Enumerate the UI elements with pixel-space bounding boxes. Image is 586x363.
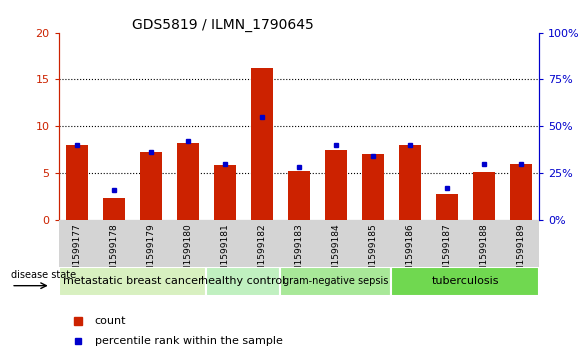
Bar [472, 172, 495, 220]
Text: percentile rank within the sample: percentile rank within the sample [95, 336, 282, 346]
Text: GSM1599186: GSM1599186 [406, 223, 414, 284]
Text: healthy control: healthy control [201, 276, 285, 286]
Text: GSM1599184: GSM1599184 [331, 223, 340, 284]
Text: GSM1599185: GSM1599185 [368, 223, 377, 284]
Text: metastatic breast cancer: metastatic breast cancer [63, 276, 202, 286]
Bar [280, 267, 391, 296]
Text: gram-negative sepsis: gram-negative sepsis [283, 276, 389, 286]
Text: GSM1599188: GSM1599188 [479, 223, 488, 284]
Bar [325, 150, 347, 220]
Text: GSM1599183: GSM1599183 [294, 223, 304, 284]
Text: GSM1599180: GSM1599180 [183, 223, 192, 284]
Bar [510, 163, 532, 220]
Text: GSM1599177: GSM1599177 [73, 223, 81, 284]
Text: GSM1599182: GSM1599182 [257, 223, 267, 284]
Bar [398, 145, 421, 220]
Bar [391, 267, 539, 296]
Bar [251, 68, 273, 220]
Text: GSM1599179: GSM1599179 [146, 223, 155, 284]
Bar [59, 267, 206, 296]
Bar [177, 143, 199, 220]
Text: count: count [95, 316, 126, 326]
Bar [214, 166, 236, 220]
Text: disease state: disease state [11, 270, 76, 280]
Text: GSM1599187: GSM1599187 [442, 223, 451, 284]
Text: GDS5819 / ILMN_1790645: GDS5819 / ILMN_1790645 [132, 18, 314, 32]
Text: tuberculosis: tuberculosis [431, 276, 499, 286]
Bar [206, 267, 280, 296]
Text: GSM1599189: GSM1599189 [516, 223, 525, 284]
Bar [140, 152, 162, 220]
Bar [66, 145, 88, 220]
Bar [103, 198, 125, 220]
Text: GSM1599181: GSM1599181 [220, 223, 230, 284]
Bar [362, 154, 384, 220]
Bar [288, 171, 310, 220]
Text: GSM1599178: GSM1599178 [110, 223, 118, 284]
Bar [435, 194, 458, 220]
